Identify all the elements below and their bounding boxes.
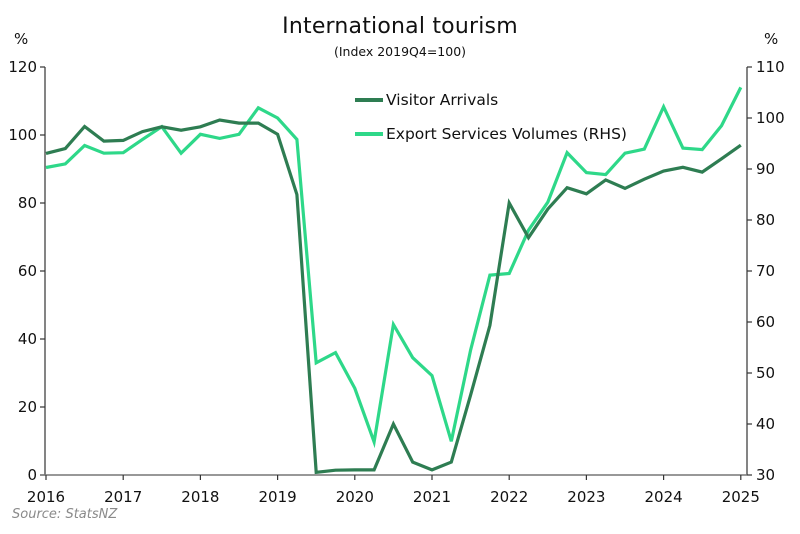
right-y-tick-label: 110	[756, 58, 785, 76]
legend: Visitor Arrivals Export Services Volumes…	[355, 91, 627, 143]
left-y-tick-label: 0	[27, 466, 37, 484]
axes: 0 20 40 60 80 100 120 30 40 50 60 70 80 90 100 110 2016 2…	[8, 58, 784, 506]
right-y-tick-label: 100	[756, 109, 785, 127]
right-y-tick-label: 60	[756, 313, 775, 331]
right-y-tick-label: 50	[756, 364, 775, 382]
x-tick-label: 2018	[181, 488, 219, 506]
left-y-tick-label: 120	[8, 58, 37, 76]
left-y-tick-label: 20	[18, 398, 37, 416]
x-tick-label: 2021	[413, 488, 451, 506]
x-tick-label: 2020	[336, 488, 374, 506]
source-note: Source: StatsNZ	[12, 507, 118, 522]
series-line-visitor-arrivals	[45, 118, 742, 475]
series-lines	[45, 86, 743, 475]
right-y-tick-label: 90	[756, 160, 775, 178]
x-tick-label: 2017	[104, 488, 142, 506]
chart-subtitle: (Index 2019Q4=100)	[333, 44, 467, 59]
left-y-tick-label: 40	[18, 330, 37, 348]
right-y-tick-label: 40	[756, 415, 775, 433]
legend-label-visitor-arrivals: Visitor Arrivals	[386, 91, 498, 109]
left-y-tick-label: 60	[18, 262, 37, 280]
x-tick-label: 2019	[259, 488, 297, 506]
x-tick-label: 2024	[645, 488, 683, 506]
left-axis-unit: %	[14, 30, 29, 48]
x-tick-label: 2016	[27, 488, 65, 506]
x-tick-label: 2022	[490, 488, 528, 506]
right-y-tick-label: 30	[756, 466, 775, 484]
x-tick-label: 2023	[567, 488, 605, 506]
x-tick-label: 2025	[722, 488, 760, 506]
left-y-tick-label: 100	[8, 126, 37, 144]
chart-title: International tourism	[282, 14, 518, 39]
right-y-tick-label: 70	[756, 262, 775, 280]
right-axis-unit: %	[764, 30, 779, 48]
right-y-tick-label: 80	[756, 211, 775, 229]
left-y-tick-label: 80	[18, 194, 37, 212]
legend-label-export-services: Export Services Volumes (RHS)	[386, 125, 627, 143]
